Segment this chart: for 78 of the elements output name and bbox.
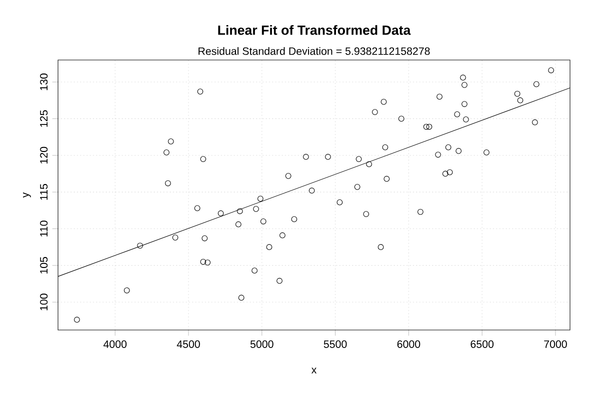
x-tick-label: 5000 [250,340,274,348]
point [200,156,206,162]
point [172,234,178,240]
point [363,211,370,218]
point [325,154,331,160]
point [266,244,272,250]
point [517,97,524,104]
point [372,109,378,116]
point [463,116,469,122]
point [378,244,384,250]
point [366,161,372,168]
y-tick-label: 110 [40,220,48,236]
point [456,148,462,154]
point [124,287,130,294]
point [164,150,170,156]
point [253,206,259,212]
point [238,294,244,301]
point [291,216,298,222]
point [548,67,554,74]
point [276,278,282,284]
point [436,94,442,100]
point [252,268,258,274]
point [532,119,538,126]
point [423,124,430,130]
point [137,242,143,249]
point [204,260,211,266]
point [356,156,362,162]
point [533,81,540,88]
point [257,196,264,202]
point [484,150,490,156]
x-tick-label: 4500 [176,340,200,348]
y-tick-label: 100 [40,294,48,310]
x-tick-label: 5500 [324,340,347,348]
point [354,184,360,190]
point [454,111,460,118]
point [435,152,441,158]
point [74,316,80,323]
point [168,138,174,144]
point [462,82,468,88]
chart-subtitle: Residual Standard Deviation = 5.9382112158278 [198,47,430,55]
y-tick-label: 130 [40,74,48,90]
point [218,210,224,216]
x-tick-label: 6500 [470,340,494,348]
point [514,90,520,97]
x-tick-label: 7000 [544,340,567,348]
point [442,170,448,177]
point [398,116,404,122]
point [380,98,387,105]
point [417,208,424,215]
y-tick-label: 105 [40,256,48,274]
point [200,258,206,265]
point [302,154,309,160]
point [235,221,242,228]
point [446,169,453,176]
point [202,235,208,242]
y-tick-label: 125 [40,110,48,127]
point [336,199,343,206]
point [285,172,292,179]
point [280,232,286,238]
point [460,74,466,81]
y-tick-label: 120 [40,146,48,164]
point [462,101,468,107]
point [197,88,204,94]
point [445,144,452,150]
y-axis-title: y [23,192,31,198]
chart-title: Linear Fit of Transformed Data [218,25,411,35]
point [165,180,171,186]
point [236,208,243,214]
x-axis-title: x [311,368,317,374]
point [260,218,266,224]
y-tick-label: 115 [40,184,48,200]
point [384,176,390,182]
point [194,205,200,212]
point [382,144,388,150]
x-tick-label: 4000 [103,340,127,348]
point [426,124,432,130]
x-tick-label: 6000 [397,340,420,348]
point [308,188,315,194]
